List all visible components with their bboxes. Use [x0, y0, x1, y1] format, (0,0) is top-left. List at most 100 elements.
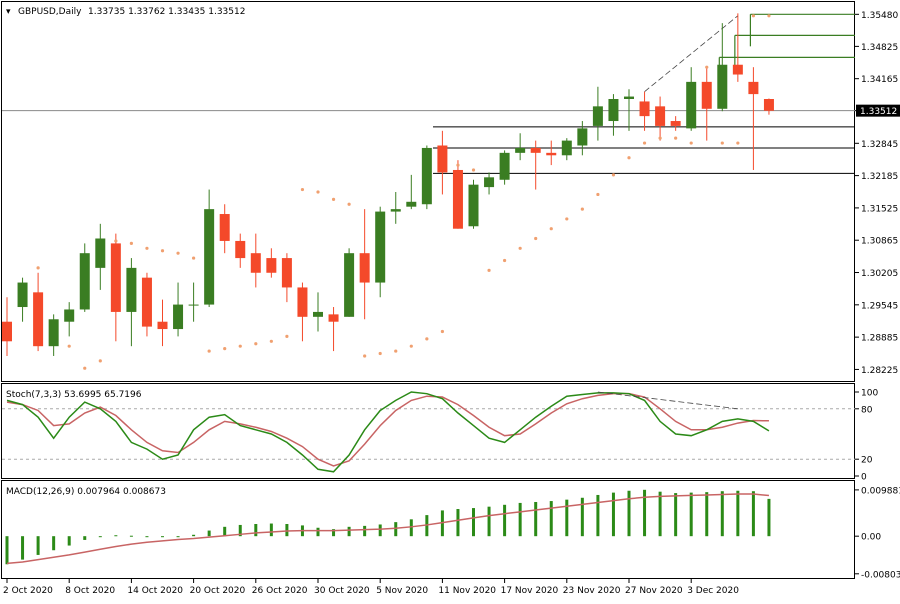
macd-histogram-bar	[99, 536, 102, 537]
sar-dot	[627, 156, 630, 159]
bear-candle	[266, 258, 276, 273]
sar-dot	[441, 330, 444, 333]
macd-histogram-bar	[177, 536, 180, 537]
macd-histogram-bar	[192, 535, 195, 536]
macd-label: MACD(12,26,9) 0.007964 0.008673	[6, 487, 166, 497]
bear-candle	[235, 241, 245, 258]
bull-candle	[64, 309, 74, 321]
sar-dot	[161, 249, 164, 252]
bear-candle	[142, 278, 152, 327]
sar-dot	[301, 188, 304, 191]
time-tick-label: 5 Nov 2020	[376, 586, 428, 596]
macd-histogram-bar	[270, 524, 273, 537]
sar-dot	[99, 359, 102, 362]
sar-dot	[456, 163, 459, 166]
sar-dot	[83, 367, 86, 370]
sar-dot	[145, 247, 148, 250]
sar-dot	[425, 337, 428, 340]
sar-dot	[472, 168, 475, 171]
sar-dot	[410, 345, 413, 348]
macd-histogram-bar	[550, 501, 553, 536]
stoch-label: Stoch(7,3,3) 53.6995 65.7196	[6, 390, 142, 400]
current-price-label: 1.33512	[860, 107, 897, 117]
sar-dot	[550, 227, 553, 230]
sar-dot	[612, 173, 615, 176]
macd-histogram-bar	[37, 536, 40, 555]
sar-dot	[721, 141, 724, 144]
price-tick-label: 1.34825	[861, 43, 898, 53]
sar-dot	[208, 349, 211, 352]
price-header-icon: ▾	[6, 7, 11, 17]
time-tick-label: 27 Nov 2020	[625, 586, 683, 596]
bull-candle	[608, 99, 618, 121]
sar-dot	[736, 141, 739, 144]
time-tick-label: 17 Nov 2020	[501, 586, 559, 596]
sar-dot	[130, 242, 133, 245]
sar-dot	[643, 141, 646, 144]
bear-candle	[33, 292, 43, 346]
stoch-tick-label: 80	[861, 405, 873, 415]
sar-dot	[596, 193, 599, 196]
bull-candle	[469, 185, 479, 227]
time-tick-label: 2 Oct 2020	[3, 586, 53, 596]
bull-candle	[577, 128, 587, 145]
macd-histogram-bar	[674, 493, 677, 536]
bear-candle	[655, 106, 665, 126]
bull-candle	[49, 319, 59, 346]
bull-candle	[313, 312, 323, 317]
macd-histogram-bar	[736, 491, 739, 536]
sar-dot	[176, 252, 179, 255]
macd-histogram-bar	[394, 522, 397, 536]
bull-candle	[344, 253, 354, 317]
time-tick-label: 14 Oct 2020	[127, 586, 183, 596]
macd-histogram-bar	[519, 503, 522, 536]
macd-histogram-bar	[767, 499, 770, 536]
bear-candle	[748, 82, 758, 94]
macd-histogram-bar	[21, 536, 24, 559]
green-levels	[719, 14, 855, 89]
macd-histogram-bar	[363, 526, 366, 536]
sar-dot	[674, 137, 677, 140]
price-tick-label: 1.35480	[861, 11, 898, 21]
sar-dot	[394, 349, 397, 352]
bull-candle	[686, 82, 696, 129]
bull-candle	[593, 106, 603, 126]
sar-dot	[534, 237, 537, 240]
stoch-trendline	[598, 392, 738, 409]
sar-dot	[270, 340, 273, 343]
price-tick-label: 1.30205	[861, 269, 898, 279]
bear-candle	[453, 170, 463, 229]
bear-candle	[158, 322, 168, 329]
macd-histogram-bar	[456, 509, 459, 536]
macd-histogram-bar	[596, 495, 599, 536]
bull-candle	[189, 305, 199, 306]
macd-histogram-bar	[285, 524, 288, 536]
macd-histogram-bar	[130, 536, 133, 537]
sar-dot	[363, 354, 366, 357]
price-tick-label: 1.28885	[861, 334, 898, 344]
sar-dot	[767, 14, 770, 17]
bear-candle	[437, 146, 447, 173]
bear-candle	[733, 65, 743, 75]
sar-dot	[332, 198, 335, 201]
bull-candle	[80, 253, 90, 309]
macd-histogram-bar	[410, 519, 413, 536]
bear-candle	[282, 258, 292, 287]
bull-candle	[375, 212, 385, 283]
bear-candle	[546, 153, 556, 155]
stoch-tick-label: 100	[861, 389, 878, 399]
macd-histogram-bar	[690, 493, 693, 537]
macd-histogram-bar	[534, 502, 537, 536]
sar-dot	[114, 239, 117, 242]
macd-histogram-bar	[488, 507, 491, 537]
stoch-tick-label: 20	[861, 456, 873, 466]
time-tick-label: 30 Oct 2020	[314, 586, 370, 596]
time-tick-label: 8 Oct 2020	[65, 586, 115, 596]
macd-tick-label: 0.00	[861, 533, 881, 543]
sar-dot	[68, 345, 71, 348]
macd-histogram-bar	[223, 527, 226, 536]
time-tick-label: 26 Oct 2020	[252, 586, 308, 596]
